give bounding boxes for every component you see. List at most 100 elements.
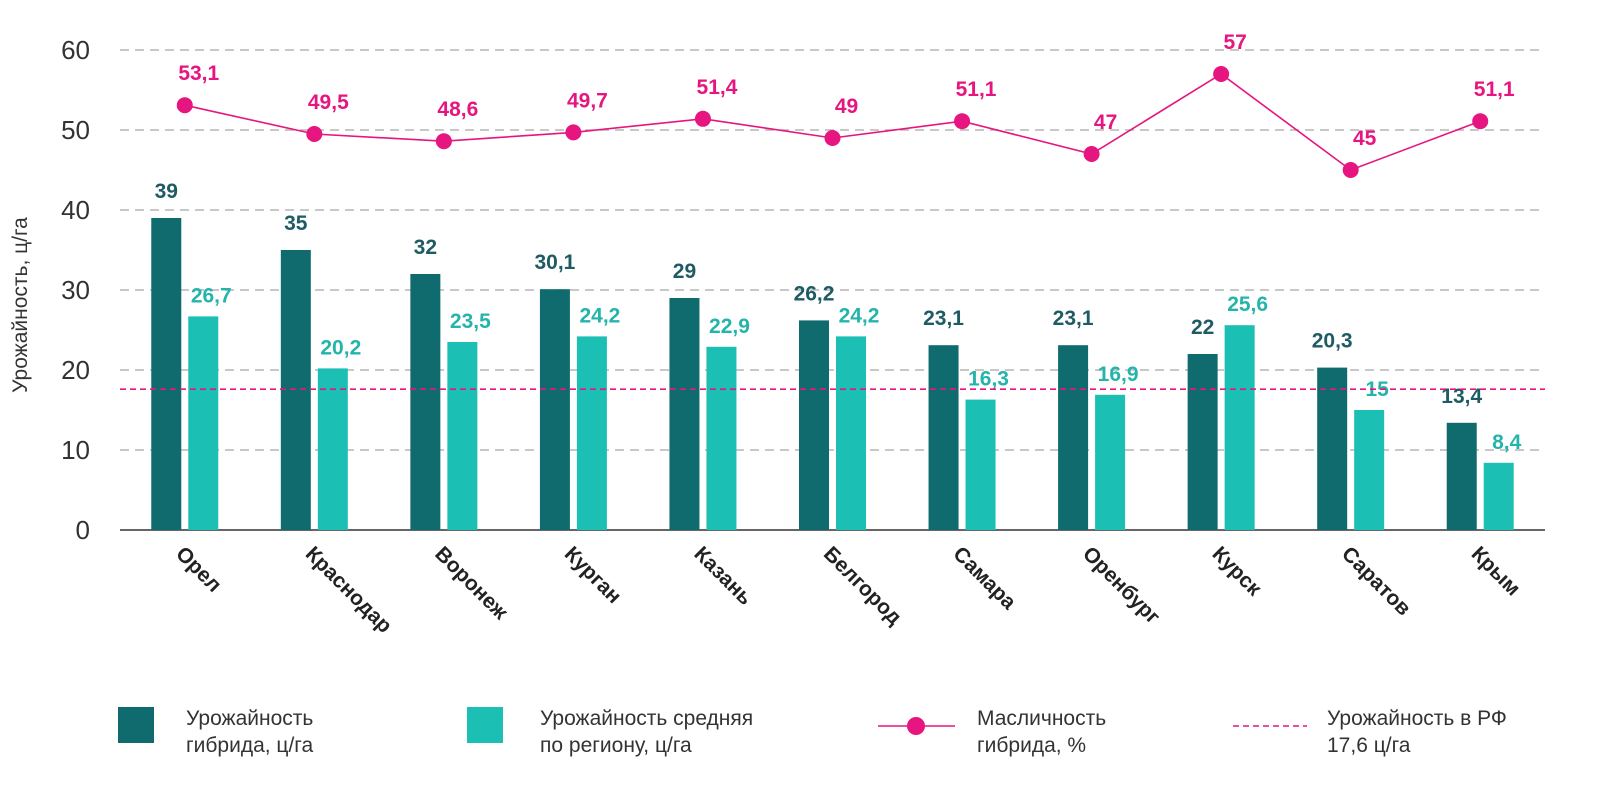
data-label-region-yield: 15: [1366, 378, 1390, 401]
legend-text-line: гибрида, ц/га: [186, 734, 313, 757]
bar-hybrid-yield: [928, 345, 959, 530]
data-label-oil-content: 49,5: [308, 91, 349, 114]
data-label-oil-content: 51,4: [697, 76, 738, 99]
y-tick-label: 30: [61, 275, 90, 305]
data-label-oil-content: 48,6: [437, 98, 478, 121]
data-label-region-yield: 16,3: [968, 368, 1009, 391]
legend-text-line: Урожайность в РФ: [1327, 707, 1507, 730]
bar-hybrid-yield: [539, 289, 570, 530]
y-tick-label: 50: [61, 115, 90, 145]
bar-region-yield: [447, 342, 478, 530]
data-label-hybrid-yield: 32: [414, 236, 437, 259]
oil-content-point: [176, 97, 193, 114]
bar-hybrid-yield: [1058, 345, 1089, 530]
legend-text-line: гибрида, %: [977, 734, 1086, 757]
y-tick-label: 0: [76, 515, 90, 545]
oil-content-point: [1472, 113, 1489, 130]
legend-text-line: 17,6 ц/га: [1327, 734, 1411, 757]
oil-content-point: [565, 124, 582, 141]
data-label-oil-content: 47: [1094, 111, 1117, 134]
category-label: Казань: [689, 542, 757, 610]
data-label-region-yield: 24,2: [839, 304, 880, 327]
legend-label-hybrid-yield: Урожайность гибрида, ц/га: [186, 707, 313, 757]
legend-label-reference: Урожайность в РФ 17,6 ц/га: [1327, 707, 1507, 757]
category-label: Орел: [171, 542, 226, 597]
bar-region-yield: [836, 336, 866, 530]
bar-region-yield: [1354, 410, 1385, 530]
data-label-hybrid-yield: 20,3: [1312, 330, 1353, 353]
bar-hybrid-yield: [799, 320, 829, 530]
category-label: Саратов: [1337, 542, 1415, 620]
data-label-hybrid-yield: 26,2: [794, 282, 835, 305]
category-label: Белгород: [819, 542, 906, 629]
bar-region-yield: [1224, 325, 1255, 530]
legend: Урожайность гибрида, ц/га Урожайность сред…: [118, 707, 1507, 757]
bar-hybrid-yield: [669, 298, 700, 530]
bar-hybrid-yield: [1446, 422, 1477, 530]
legend-text-line: по региону, ц/га: [540, 734, 692, 757]
data-label-region-yield: 26,7: [191, 284, 232, 307]
data-label-region-yield: 22,9: [709, 315, 750, 338]
oil-content-line: [184, 73, 1481, 171]
data-label-oil-content: 49,7: [567, 89, 608, 112]
bar-region-yield: [576, 336, 607, 530]
data-label-oil-content: 51,1: [956, 78, 997, 101]
bar-region-yield: [706, 346, 737, 530]
legend-marker-oil-content: [907, 717, 925, 735]
legend-swatch-hybrid-yield: [118, 707, 154, 743]
category-label: Оренбург: [1078, 542, 1165, 629]
legend-text-line: Масличность: [977, 707, 1106, 730]
data-label-hybrid-yield: 29: [673, 260, 696, 283]
oil-content-point: [824, 130, 841, 146]
data-label-oil-content: 45: [1353, 127, 1377, 150]
category-label: Воронеж: [430, 542, 513, 625]
legend-label-region-yield: Урожайность средняя по региону, ц/га: [540, 707, 753, 757]
data-label-hybrid-yield: 35: [284, 212, 308, 235]
data-label-oil-content: 51,1: [1474, 78, 1515, 101]
category-label: Курган: [560, 542, 626, 608]
data-label-hybrid-yield: 13,4: [1441, 385, 1482, 408]
bar-region-yield: [965, 399, 996, 530]
oil-content-point: [954, 113, 971, 130]
data-label-oil-content: 53,1: [178, 62, 219, 85]
oil-content-point: [694, 110, 711, 127]
data-label-oil-content: 57: [1223, 31, 1246, 54]
y-tick-label: 20: [61, 355, 90, 385]
y-tick-labels: 0 10 20 30 40 50 60: [61, 35, 90, 545]
bar-region-yield: [317, 368, 348, 530]
category-label: Краснодар: [301, 542, 397, 638]
data-label-region-yield: 16,9: [1098, 363, 1139, 386]
data-label-region-yield: 24,2: [579, 304, 620, 327]
bar-region-yield: [1483, 462, 1514, 530]
oil-content-point: [306, 126, 323, 142]
data-label-oil-content: 49: [835, 95, 858, 118]
data-label-hybrid-yield: 30,1: [534, 251, 575, 274]
data-label-region-yield: 8,4: [1492, 431, 1522, 454]
bar-hybrid-yield: [1187, 354, 1218, 530]
oil-content-point: [1083, 146, 1100, 162]
data-label-region-yield: 25,6: [1227, 293, 1268, 316]
category-label: Крым: [1467, 542, 1525, 600]
bar-region-yield: [188, 316, 219, 530]
bar-hybrid-yield: [1317, 367, 1348, 530]
category-label: Самара: [949, 542, 1021, 614]
y-axis-label: Урожайность, ц/га: [9, 217, 32, 393]
oil-content-point: [1342, 162, 1359, 178]
bar-hybrid-yield: [410, 274, 441, 530]
legend-swatch-region-yield: [467, 707, 503, 743]
oil-content-point: [435, 133, 452, 150]
oil-content-point: [1213, 66, 1230, 82]
bar-region-yield: [1095, 394, 1126, 530]
oil-content-line-group: 53,1 49,5 48,6 49,7 51,4 49 51,1 47 57 45 51,1: [176, 31, 1515, 178]
data-label-hybrid-yield: 23,1: [923, 307, 964, 330]
legend-text-line: Урожайность: [186, 707, 313, 730]
data-label-hybrid-yield: 39: [155, 180, 178, 203]
data-label-region-yield: 23,5: [450, 310, 491, 333]
bar-hybrid-yield: [151, 218, 182, 530]
data-label-hybrid-yield: 23,1: [1053, 307, 1094, 330]
data-label-region-yield: 20,2: [320, 336, 361, 359]
y-tick-label: 10: [61, 435, 90, 465]
category-label: Курск: [1208, 542, 1266, 600]
legend-text-line: Урожайность средняя: [540, 707, 753, 730]
